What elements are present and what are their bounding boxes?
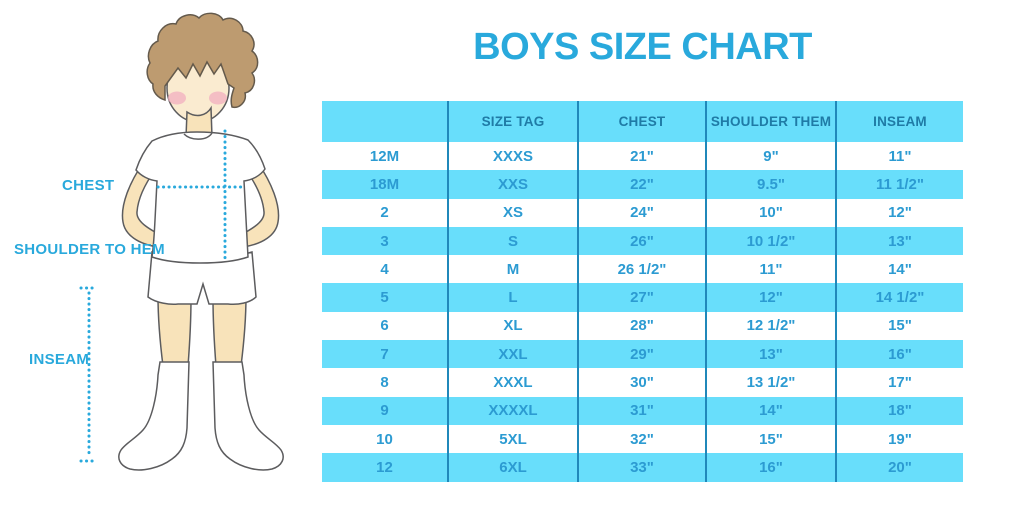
page-title: BOYS SIZE CHART: [473, 26, 812, 68]
leg-left: [157, 295, 192, 367]
table-cell: 22": [577, 170, 706, 199]
table-cell: M: [447, 255, 578, 284]
table-cell: L: [447, 283, 578, 312]
column-header-size: [322, 101, 448, 142]
column-header-inseam: INSEAM: [835, 101, 963, 142]
boy-illustration: [79, 12, 284, 471]
table-cell: 17": [835, 368, 963, 397]
table-cell: XXXXL: [447, 396, 578, 425]
table-cell: 4: [322, 255, 448, 284]
table-row: 18M XXS 22" 9.5" 11 1/2": [322, 170, 963, 199]
table-cell: XXL: [447, 340, 578, 369]
table-cell: 7: [322, 340, 448, 369]
inseam-measure-line: [79, 286, 99, 463]
table-cell: XXS: [447, 170, 578, 199]
table-cell: 11": [705, 255, 836, 284]
table-cell: 5: [322, 283, 448, 312]
table-cell: 16": [835, 340, 963, 369]
table-row: 12 6XL 33" 16" 20": [322, 453, 963, 482]
table-cell: 11 1/2": [835, 170, 963, 199]
table-cell: 29": [577, 340, 706, 369]
table-cell: 32": [577, 424, 706, 454]
table-cell: 20": [835, 453, 963, 482]
table-cell: 27": [577, 283, 706, 312]
column-header-chest: CHEST: [577, 101, 706, 142]
table-cell: 24": [577, 198, 706, 227]
table-cell: XXXS: [447, 142, 578, 171]
table-row: 6 XL 28" 12 1/2" 15": [322, 311, 963, 341]
table-cell: 3: [322, 226, 448, 256]
shoulder-to-hem-label: SHOULDER TO HEM: [14, 241, 165, 258]
table-cell: 12": [705, 283, 836, 312]
table-cell: 9: [322, 396, 448, 425]
size-chart-table: SIZE TAG CHEST SHOULDER THEM INSEAM 12M X…: [322, 101, 963, 482]
sock-left: [118, 361, 190, 471]
leg-right: [212, 295, 247, 367]
table-cell: 30": [577, 368, 706, 397]
table-cell: 15": [835, 311, 963, 341]
shirt: [135, 131, 266, 264]
table-cell: 21": [577, 142, 706, 171]
table-cell: 9": [705, 142, 836, 171]
table-row: 12M XXXS 21" 9" 11": [322, 142, 963, 171]
table-cell: 18": [835, 396, 963, 425]
blush-right: [209, 91, 227, 105]
table-cell: 5XL: [447, 424, 578, 454]
table-cell: 9.5": [705, 170, 836, 199]
table-cell: 14 1/2": [835, 283, 963, 312]
table-row: 5 L 27" 12" 14 1/2": [322, 283, 963, 312]
table-cell: 14": [705, 396, 836, 425]
table-cell: 26": [577, 226, 706, 256]
table-row: 9 XXXXL 31" 14" 18": [322, 396, 963, 425]
chest-label: CHEST: [62, 177, 115, 194]
table-row: 7 XXL 29" 13" 16": [322, 340, 963, 369]
table-cell: 6XL: [447, 453, 578, 482]
table-cell: 13 1/2": [705, 368, 836, 397]
sock-right: [212, 361, 284, 471]
table-row: 10 5XL 32" 15" 19": [322, 424, 963, 454]
table-cell: 26 1/2": [577, 255, 706, 284]
table-cell: XL: [447, 311, 578, 341]
table-cell: 12: [322, 453, 448, 482]
table-cell: XS: [447, 198, 578, 227]
table-cell: 12M: [322, 142, 448, 171]
column-header-size-tag: SIZE TAG: [447, 101, 578, 142]
table-cell: 2: [322, 198, 448, 227]
table-row: 4 M 26 1/2" 11" 14": [322, 255, 963, 284]
size-table-body: 12M XXXS 21" 9" 11" 18M XXS 22" 9.5" 11 1/2" 2 XS 24…: [322, 142, 963, 482]
table-cell: 19": [835, 424, 963, 454]
table-cell: 15": [705, 424, 836, 454]
table-cell: 18M: [322, 170, 448, 199]
column-header-shoulder: SHOULDER THEM: [705, 101, 836, 142]
collar-line: [183, 132, 213, 140]
table-cell: 8: [322, 368, 448, 397]
table-cell: 14": [835, 255, 963, 284]
table-header-row: SIZE TAG CHEST SHOULDER THEM INSEAM: [322, 101, 963, 142]
table-cell: 10 1/2": [705, 226, 836, 256]
table-row: 3 S 26" 10 1/2" 13": [322, 226, 963, 256]
inseam-label: INSEAM: [29, 351, 90, 368]
table-cell: 13": [705, 340, 836, 369]
table-cell: 6: [322, 311, 448, 341]
table-cell: 33": [577, 453, 706, 482]
table-row: 2 XS 24" 10" 12": [322, 198, 963, 227]
table-cell: 10: [322, 424, 448, 454]
blush-left: [168, 91, 186, 105]
table-cell: 28": [577, 311, 706, 341]
table-cell: 11": [835, 142, 963, 171]
table-cell: XXXL: [447, 368, 578, 397]
table-cell: 10": [705, 198, 836, 227]
table-cell: 16": [705, 453, 836, 482]
hair: [146, 12, 259, 109]
table-cell: 31": [577, 396, 706, 425]
table-cell: 12": [835, 198, 963, 227]
table-cell: 13": [835, 226, 963, 256]
table-cell: S: [447, 226, 578, 256]
table-cell: 12 1/2": [705, 311, 836, 341]
table-row: 8 XXXL 30" 13 1/2" 17": [322, 368, 963, 397]
